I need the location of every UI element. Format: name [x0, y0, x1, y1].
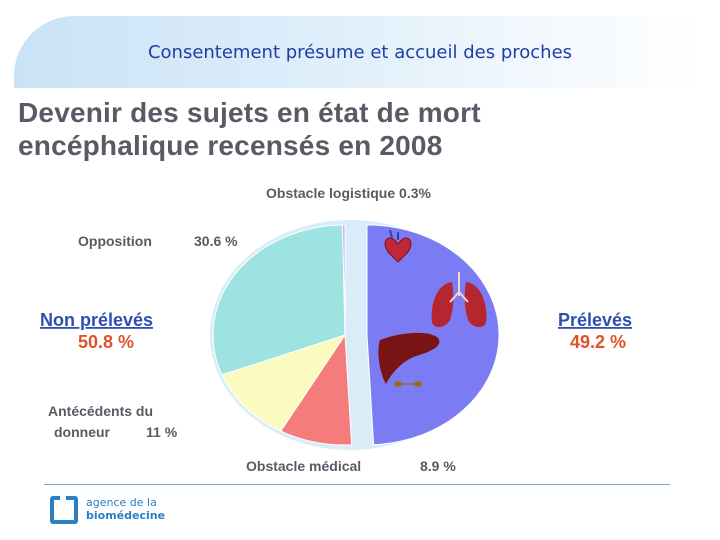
heart-icon [384, 229, 412, 263]
logo-text-line-2: biomédecine [86, 509, 166, 522]
lungs-icon [431, 272, 487, 328]
pie-slice-0 [366, 224, 500, 446]
label-preleves-name: Prélevés [558, 310, 632, 330]
liver-icon [378, 332, 440, 384]
label-non-preleves-name: Non prélevés [40, 310, 153, 330]
slide-title: Consentement présume et accueil des proc… [147, 42, 573, 63]
label-obstacle-medical-value: 8.9 % [420, 458, 456, 474]
label-antecedents-line-2: donneur [54, 424, 111, 440]
label-obstacle-logistique: Obstacle logistique 0.3% [266, 185, 431, 201]
label-non-preleves-value: 50.8 % [78, 332, 134, 352]
agence-biomedecine-logo: agence de la biomédecine [50, 494, 190, 528]
pie-slice-2 [221, 334, 347, 432]
chart-heading: Devenir des sujets en état de mort encép… [18, 96, 481, 162]
label-antecedents-value: 11 % [146, 424, 178, 440]
kidneys-icon [394, 381, 422, 387]
logo-mark-icon [50, 496, 78, 524]
pie-slices [212, 224, 500, 446]
footer-rule [44, 484, 670, 485]
label-preleves-value: 49.2 % [570, 332, 626, 352]
logo-text-line-1: agence de la [86, 496, 157, 509]
organ-illustrations [378, 229, 487, 387]
label-opposition-name: Opposition [78, 233, 152, 249]
label-antecedents-line-1: Antécédents du [48, 403, 153, 419]
pie-slice-3 [212, 224, 346, 376]
label-opposition-value: 30.6 % [194, 233, 238, 249]
pie-slice-4 [342, 224, 346, 336]
chart-heading-line-2: encéphalique recensés en 2008 [18, 130, 443, 161]
header-band [14, 16, 706, 88]
label-obstacle-medical-name: Obstacle médical [246, 458, 361, 474]
chart-heading-line-1: Devenir des sujets en état de mort [18, 97, 481, 128]
